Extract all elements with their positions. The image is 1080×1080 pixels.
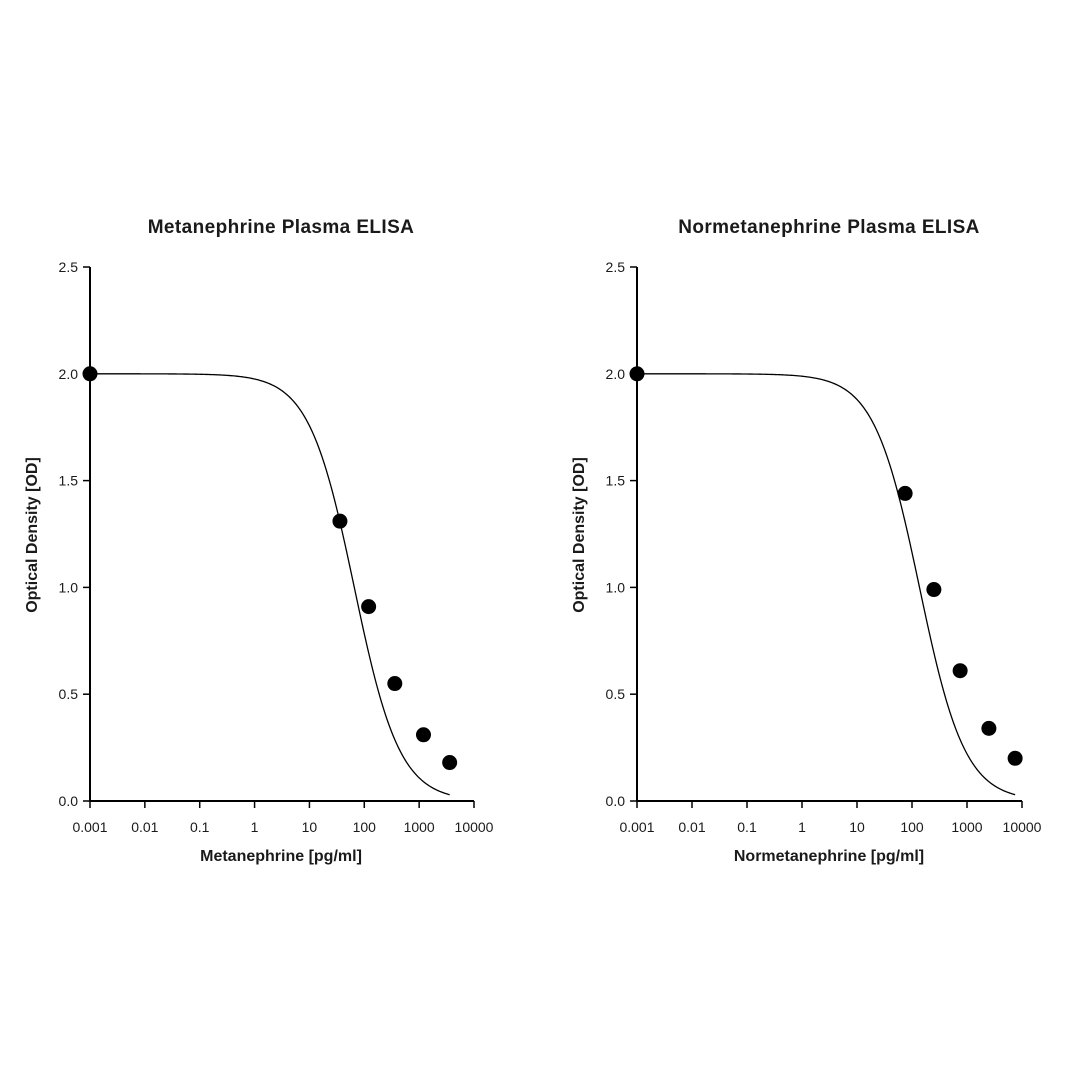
x-tick-label: 1 [798,819,806,835]
y-axis-label: Optical Density [OD] [571,457,588,613]
y-tick-label: 0.5 [606,686,626,702]
chart-title: Metanephrine Plasma ELISA [148,217,415,238]
data-point [442,755,458,771]
y-tick-label: 2.0 [606,366,626,382]
data-point [387,676,403,692]
data-point [952,663,968,679]
y-tick-label: 1.5 [606,473,626,489]
x-tick-label: 0.01 [131,819,158,835]
x-tick-label: 100 [900,819,924,835]
y-axis-ticks: 0.0 0.5 1.0 1.5 2.0 2.5 [59,259,90,809]
x-axis-label: Normetanephrine [pg/ml] [734,848,924,865]
x-tick-label: 0.001 [619,819,654,835]
y-tick-label: 2.5 [59,259,79,275]
data-point [361,599,377,615]
x-tick-label: 0.001 [72,819,107,835]
data-point [82,366,98,382]
x-axis-label: Metanephrine [pg/ml] [200,848,362,865]
data-point [415,727,431,743]
y-tick-label: 2.5 [606,259,626,275]
x-tick-label: 10 [302,819,318,835]
x-tick-label: 1000 [951,819,982,835]
fit-curve [637,373,1016,796]
x-tick-label: 10000 [455,819,494,835]
x-tick-label: 1 [251,819,259,835]
x-tick-label: 0.01 [678,819,705,835]
x-tick-label: 100 [353,819,377,835]
x-axis-ticks: 0.001 0.01 0.1 1 10 100 1000 10000 [619,801,1042,835]
y-tick-label: 1.0 [59,579,79,595]
chart-title: Normetanephrine Plasma ELISA [678,217,980,238]
metanephrine-chart: Metanephrine Plasma ELISA Metanephrine [… [24,217,494,865]
data-point [332,513,348,529]
x-tick-label: 0.1 [737,819,757,835]
x-tick-label: 10000 [1003,819,1042,835]
data-point [1007,750,1023,766]
data-points [629,366,1023,766]
normetanephrine-chart: Normetanephrine Plasma ELISA Normetaneph… [571,217,1042,865]
x-tick-label: 0.1 [190,819,210,835]
data-point [981,720,997,736]
y-tick-label: 2.0 [59,366,79,382]
data-point [897,485,913,501]
data-points [82,366,458,771]
x-axis-ticks: 0.001 0.01 0.1 1 10 100 1000 10000 [72,801,494,835]
y-tick-label: 0.5 [59,686,79,702]
data-point [926,582,942,598]
y-axis-ticks: 0.0 0.5 1.0 1.5 2.0 2.5 [606,259,637,809]
y-tick-label: 0.0 [59,793,79,809]
y-axis-label: Optical Density [OD] [24,457,41,613]
fit-curve [90,373,450,796]
y-tick-label: 1.5 [59,473,79,489]
y-tick-label: 1.0 [606,579,626,595]
x-tick-label: 1000 [404,819,435,835]
data-point [629,366,645,382]
y-tick-label: 0.0 [606,793,626,809]
x-tick-label: 10 [849,819,865,835]
